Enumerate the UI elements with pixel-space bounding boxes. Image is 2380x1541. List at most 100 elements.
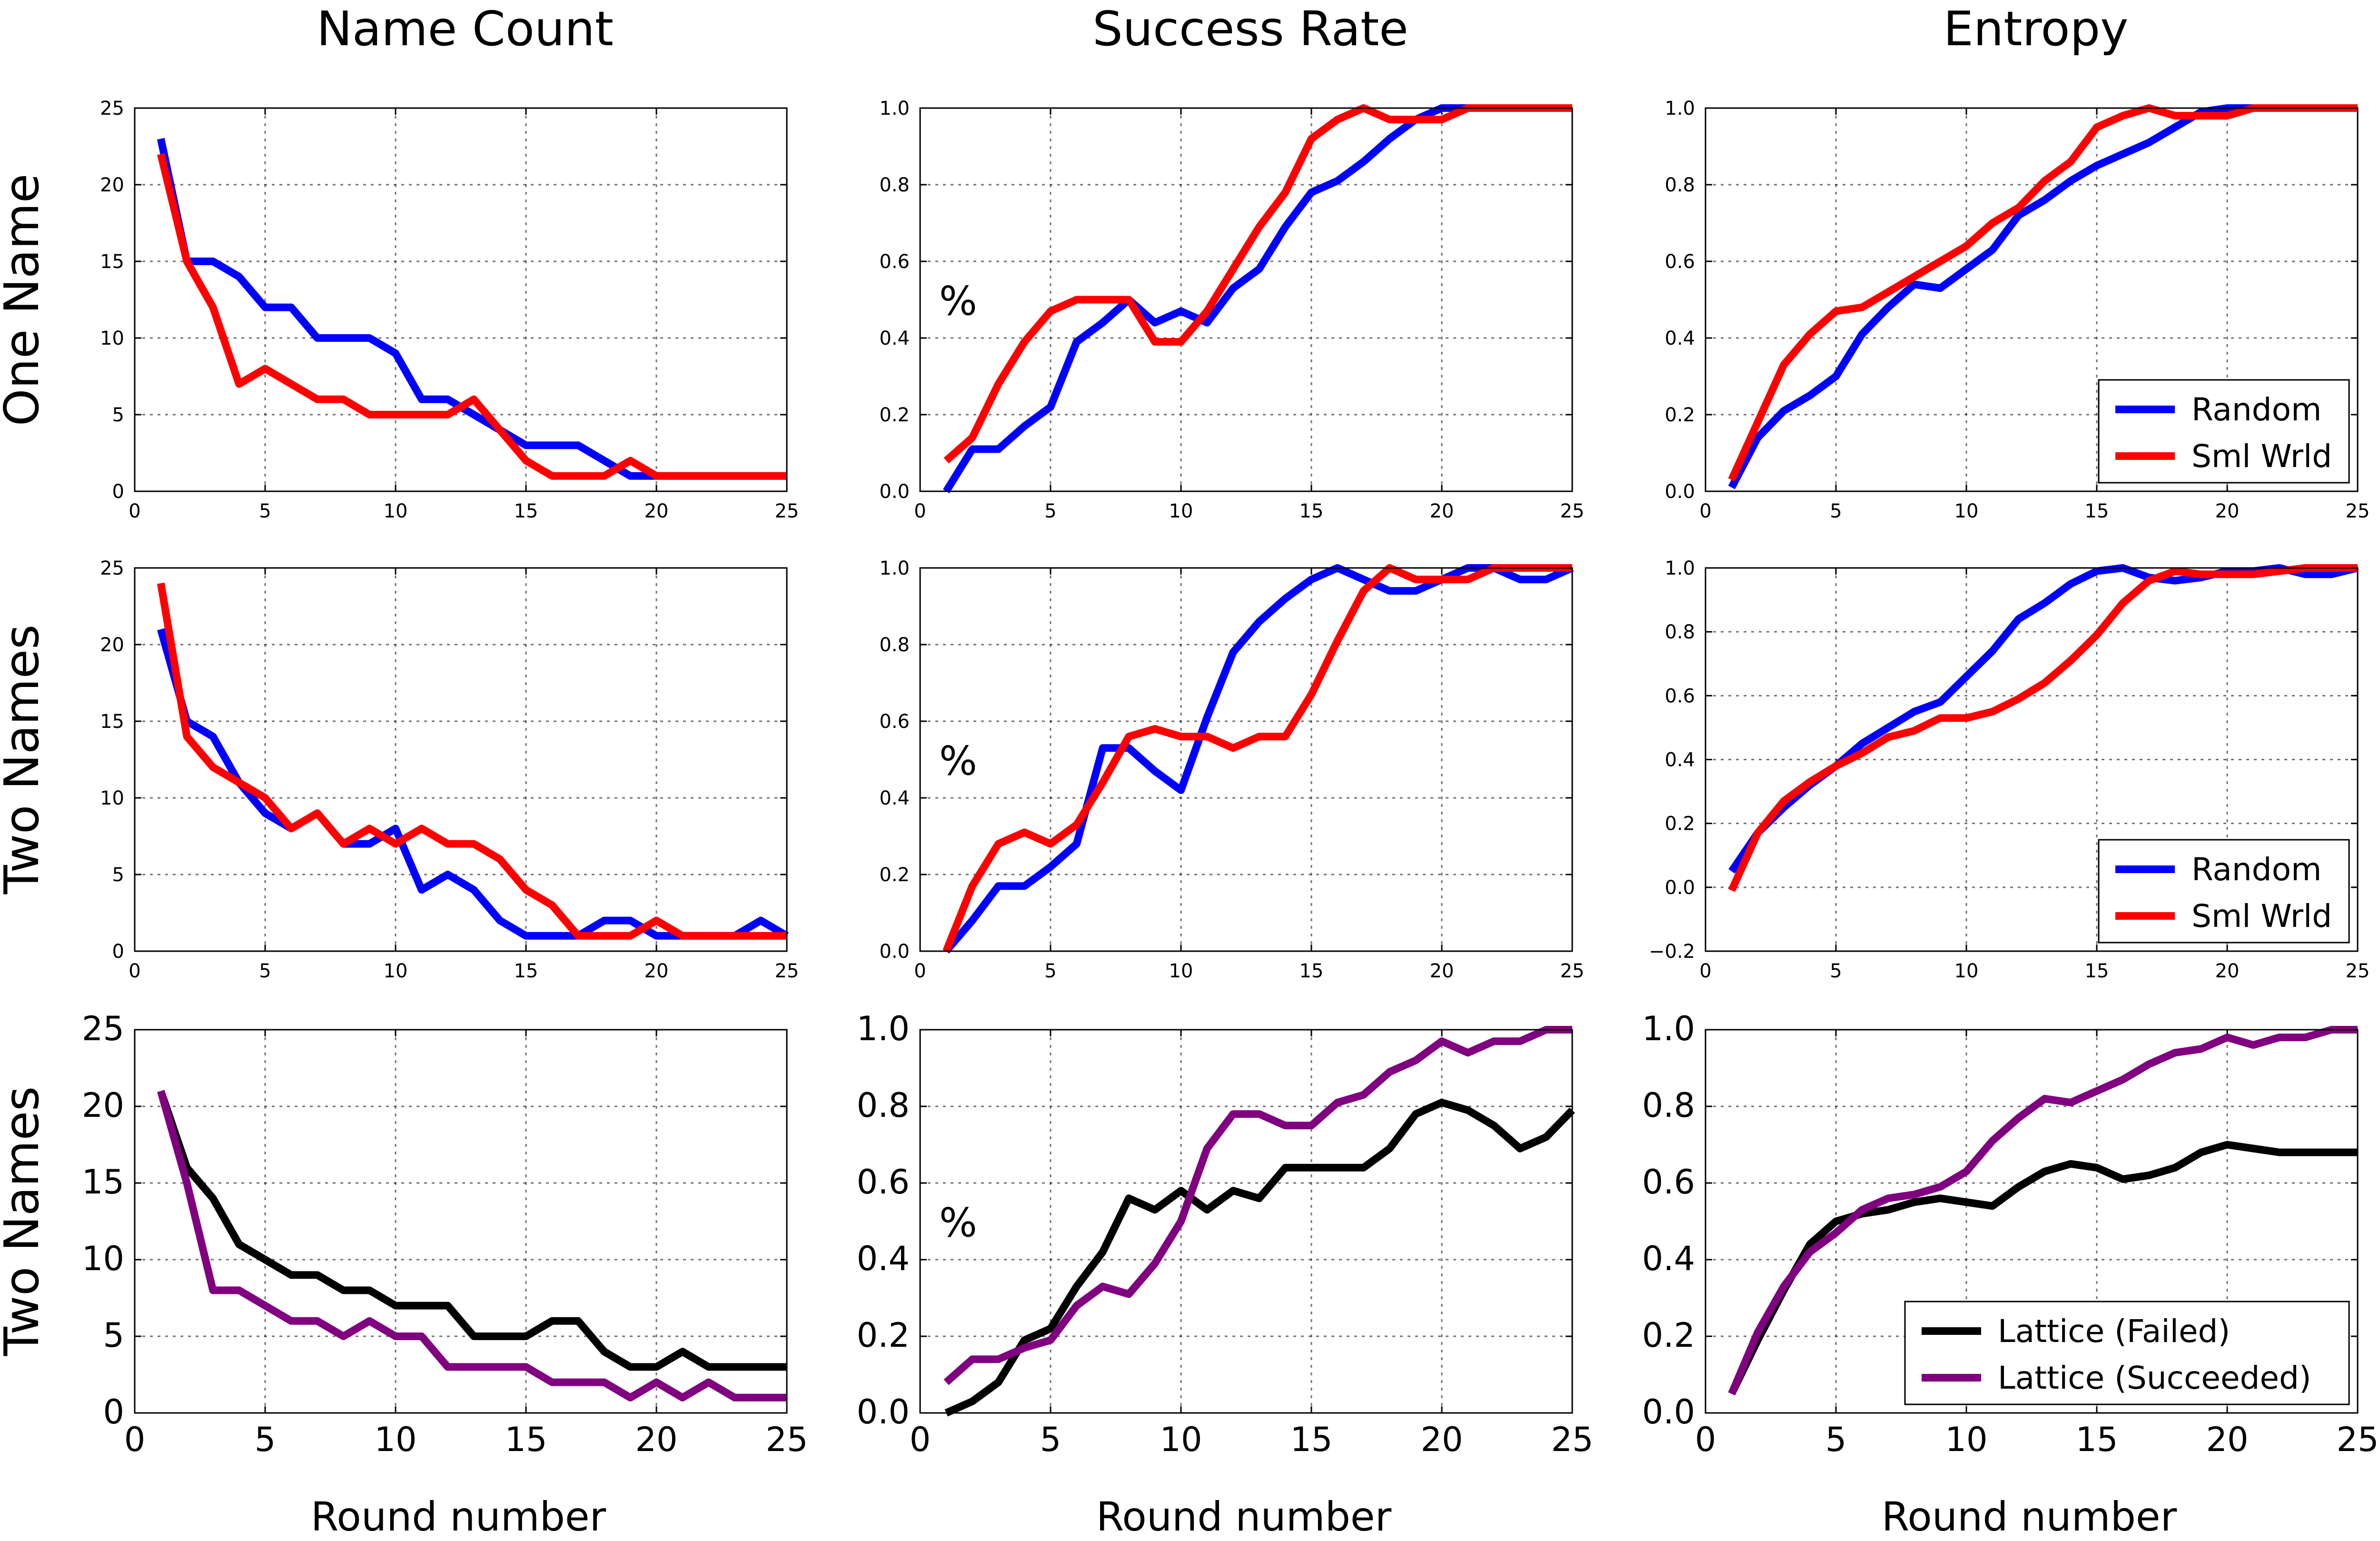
y-tick-label: 1.0 (879, 557, 910, 579)
y-tick-label: 5 (103, 1316, 124, 1355)
x-tick-label: 0 (914, 960, 926, 982)
x-tick-label: 0 (129, 500, 140, 522)
y-tick-label: 15 (82, 1163, 124, 1202)
legend-box (1904, 1301, 2350, 1405)
y-tick-label: 0.6 (1665, 685, 1695, 707)
column-title-entropy: Entropy (1944, 1, 2129, 57)
x-tick-label: 10 (1954, 500, 1979, 522)
series-line-lattice-failed (157, 1090, 787, 1371)
x-tick-label: 15 (1290, 1420, 1332, 1459)
x-tick-label: 5 (1830, 500, 1842, 522)
x-tick-label: 10 (384, 960, 408, 982)
x-tick-label: 20 (645, 960, 669, 982)
y-tick-label: −0.2 (1649, 941, 1695, 963)
legend-box (2098, 379, 2350, 484)
y-tick-label: 5 (112, 864, 124, 886)
legend-label-random: Random (2192, 391, 2321, 428)
y-tick-label: 0 (103, 1392, 124, 1432)
y-tick-label: 0.4 (879, 328, 910, 349)
xlabel-entropy: Round number (1882, 1493, 2177, 1540)
y-tick-label: 10 (82, 1239, 124, 1278)
y-tick-label: 1.0 (1642, 1009, 1695, 1048)
y-tick-label: 0.2 (879, 404, 910, 426)
y-tick-label: 0.8 (879, 174, 910, 196)
y-tick-label: 0.8 (879, 634, 910, 656)
panel-name-count-lattice: 0 5 10 15 20 25 0 5 10 15 20 25 (82, 1009, 808, 1459)
y-tick-label: 0.4 (857, 1239, 910, 1278)
legend-label-sml-wrld: Sml Wrld (2192, 898, 2332, 935)
x-tick-label: 25 (1560, 500, 1585, 522)
series-line-random (157, 628, 789, 940)
panel-name-count-one-name: 0 5 10 15 20 25 0 5 10 15 20 25 (100, 98, 799, 522)
plot-frame (134, 107, 788, 492)
y-tick-label: 0.8 (857, 1086, 910, 1125)
row-label-one-name: One Name (0, 174, 50, 426)
y-tick-label: 20 (100, 174, 124, 196)
y-tick-label: 0.8 (1665, 621, 1695, 643)
x-tick-label: 5 (1830, 960, 1842, 982)
y-tick-label: 0.2 (1665, 813, 1695, 835)
y-tick-label: 0.6 (857, 1163, 910, 1202)
y-tick-label: 0.4 (879, 787, 910, 809)
y-tick-label: 0.8 (1665, 174, 1695, 196)
y-tick-label: 0.4 (1642, 1239, 1695, 1278)
x-tick-label: 5 (1825, 1420, 1847, 1459)
x-tick-label: 15 (505, 1420, 547, 1459)
panel-entropy-two-names: 0 5 10 15 20 25 −0.2 0.0 0.2 0.4 0.6 0.8 1.0 Random Sm… (1649, 557, 2370, 982)
x-tick-label: 25 (765, 1420, 808, 1459)
x-tick-label: 5 (1044, 960, 1056, 982)
x-tick-label: 5 (1040, 1420, 1061, 1459)
x-tick-label: 15 (1299, 500, 1324, 522)
x-tick-label: 25 (1560, 960, 1585, 982)
x-tick-label: 20 (2215, 500, 2240, 522)
legend-box (2098, 839, 2350, 944)
column-title-name-count: Name Count (317, 1, 614, 57)
y-tick-label: 0.0 (1642, 1392, 1695, 1432)
y-tick-label: 25 (100, 557, 124, 579)
y-tick-label: 0.0 (1665, 481, 1695, 503)
xlabel-name-count: Round number (311, 1493, 606, 1540)
x-tick-label: 15 (514, 960, 538, 982)
x-tick-label: 25 (2346, 960, 2370, 982)
panel-name-count-two-names: 0 5 10 15 20 25 0 5 10 15 20 25 (100, 557, 799, 982)
y-tick-label: 25 (82, 1009, 124, 1048)
legend-label-random: Random (2192, 851, 2321, 888)
y-tick-label: 0.6 (879, 251, 910, 273)
y-tick-label: 1.0 (1665, 98, 1695, 119)
legend-label-sml-wrld: Sml Wrld (2192, 438, 2332, 475)
y-tick-label: 0.2 (1642, 1316, 1695, 1355)
x-tick-label: 20 (2215, 960, 2240, 982)
x-tick-label: 25 (775, 960, 799, 982)
y-tick-label: 0 (112, 481, 124, 503)
panel-success-rate-one-name: 0 5 10 15 20 25 0.0 0.2 0.4 0.6 0.8 1.0% (879, 98, 1584, 522)
y-tick-label: 0.2 (857, 1316, 910, 1355)
plot-frame (1705, 107, 2359, 492)
series-line-random (942, 104, 1572, 494)
x-tick-label: 10 (384, 500, 408, 522)
x-tick-label: 5 (259, 960, 271, 982)
series-line-random (157, 138, 787, 480)
y-tick-label: 0.6 (879, 711, 910, 733)
y-tick-label: 0.0 (1665, 877, 1695, 899)
x-tick-label: 20 (1420, 1420, 1463, 1459)
percent-label: % (939, 738, 977, 785)
x-tick-label: 10 (1160, 1420, 1202, 1459)
y-tick-label: 0.6 (1642, 1163, 1695, 1202)
series-line-random (943, 564, 1574, 954)
row-label-two-names-top: Two Names (0, 625, 50, 895)
x-tick-label: 0 (129, 960, 140, 982)
column-title-success-rate: Success Rate (1092, 1, 1408, 57)
series-line-sml-wrld (943, 104, 1572, 464)
plot-frame (919, 1029, 1573, 1414)
panel-success-rate-lattice: 0 5 10 15 20 25 0.0 0.2 0.4 0.6 0.8 1.0% (857, 1009, 1594, 1459)
series-line-lattice-succeeded (1728, 1026, 2358, 1395)
series-line-lattice-succeeded (157, 1090, 787, 1402)
x-tick-label: 10 (1169, 500, 1193, 522)
panel-entropy-one-name: 0 5 10 15 20 25 0.0 0.2 0.4 0.6 0.8 1.0 Random Sml Wr… (1665, 98, 2370, 522)
legend: Lattice (Failed) Lattice (Succeeded) (1904, 1301, 2350, 1405)
series-line-sml-wrld (942, 564, 1572, 953)
x-tick-label: 10 (1169, 960, 1193, 982)
x-tick-label: 0 (124, 1420, 146, 1459)
x-tick-label: 15 (2085, 500, 2109, 522)
